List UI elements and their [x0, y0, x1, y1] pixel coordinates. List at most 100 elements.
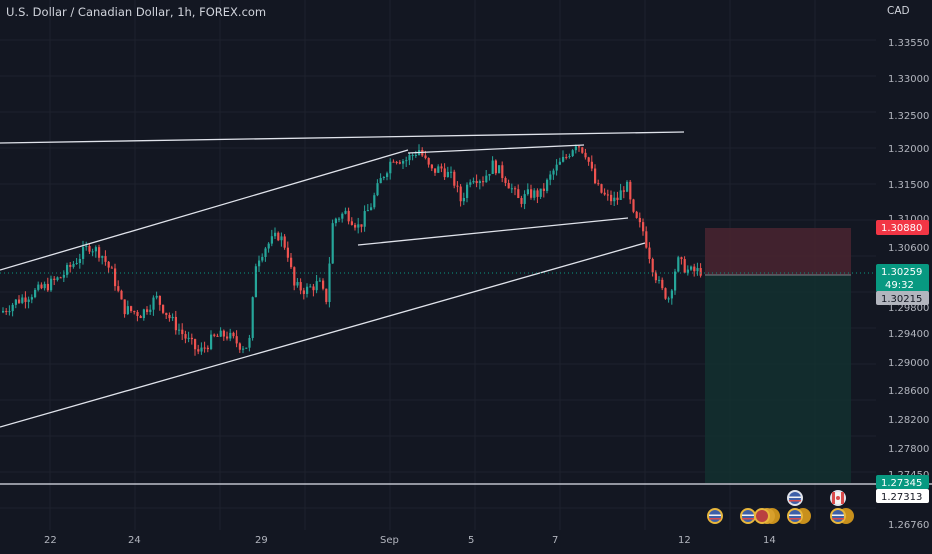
event-stack-icon[interactable] — [754, 508, 780, 524]
candle-body — [334, 218, 337, 224]
candle-body — [430, 164, 433, 169]
candle-body — [456, 185, 459, 187]
price-tick-label: 1.27800 — [888, 444, 929, 455]
candle-body — [501, 165, 504, 179]
candle-body — [242, 348, 245, 350]
candle-body — [658, 279, 661, 281]
candle-body — [219, 330, 222, 337]
time-tick-label: 5 — [468, 535, 474, 546]
candle-body — [398, 162, 401, 164]
candle-body — [341, 213, 344, 219]
candle-body — [43, 283, 46, 289]
price-axis-labels: 1.30880 1.30259 49:32 1.30215 1.27345 1.… — [876, 220, 929, 503]
candle-body — [293, 267, 296, 286]
upper-resistance-line[interactable] — [0, 131, 685, 144]
candle-body — [34, 289, 37, 298]
candle-body — [469, 182, 472, 185]
candle-body — [347, 210, 350, 222]
stop-loss-zone[interactable] — [705, 228, 851, 275]
candle-body — [382, 176, 385, 179]
candle-body — [178, 329, 181, 331]
candle-body — [94, 247, 97, 252]
stop-loss-label-box — [876, 220, 929, 235]
economic-events[interactable] — [707, 490, 854, 524]
candle-body — [616, 197, 619, 200]
trend-lines[interactable] — [0, 131, 932, 485]
candle-body — [114, 268, 117, 287]
candle-body — [645, 231, 648, 248]
candle-body — [405, 160, 408, 162]
us-flag-icon[interactable] — [740, 508, 756, 524]
candle-body — [584, 152, 587, 158]
candle-body — [210, 334, 213, 350]
candle-body — [331, 223, 334, 264]
price-tick-label: 1.31500 — [888, 180, 929, 191]
take-profit-zone[interactable] — [705, 275, 851, 483]
candlestick-series — [2, 144, 702, 356]
candle-body — [126, 306, 129, 315]
short-position-tool[interactable] — [705, 228, 851, 483]
candle-body — [174, 316, 177, 331]
candle-body — [510, 188, 513, 190]
us-flag-icon[interactable] — [707, 508, 723, 524]
candle-body — [222, 330, 225, 337]
candle-body — [50, 278, 53, 291]
candle-body — [190, 337, 193, 340]
candle-body — [194, 339, 197, 350]
candle-body — [485, 175, 488, 183]
candle-body — [542, 188, 545, 191]
candle-body — [270, 236, 273, 244]
time-axis[interactable]: 22 24 29 Sep 5 7 12 14 — [44, 535, 776, 546]
candle-body — [651, 258, 654, 273]
candle-body — [581, 147, 584, 153]
candle-body — [40, 284, 43, 289]
candle-body — [302, 290, 305, 294]
candle-body — [504, 178, 507, 183]
candle-body — [667, 298, 670, 300]
candle-body — [552, 170, 555, 175]
candle-body — [171, 316, 174, 319]
us-flag-icon[interactable] — [787, 508, 811, 524]
candle-body — [216, 335, 219, 337]
candle-body — [696, 268, 699, 272]
candle-body — [206, 347, 209, 350]
candle-body — [133, 311, 136, 313]
candle-body — [123, 299, 126, 315]
candle-body — [402, 161, 405, 164]
candle-body — [155, 295, 158, 298]
us-flag-icon[interactable] — [787, 490, 803, 506]
us-flag-icon[interactable] — [830, 508, 854, 524]
channel-lower-line[interactable] — [0, 242, 646, 428]
candle-body — [520, 198, 523, 204]
candle-body — [69, 264, 72, 267]
candle-body — [226, 336, 229, 339]
flag-lower-line[interactable] — [357, 217, 629, 246]
candle-body — [626, 181, 629, 192]
candle-body — [149, 309, 152, 312]
candle-body — [386, 173, 389, 177]
candle-body — [670, 290, 673, 299]
candle-countdown-label: 49:32 — [885, 280, 914, 291]
flag-upper-line[interactable] — [407, 144, 585, 154]
candle-body — [555, 164, 558, 171]
candle-body — [491, 160, 494, 174]
candle-body — [309, 286, 312, 288]
candle-body — [357, 224, 360, 228]
current-price-label-box — [876, 264, 929, 292]
canada-flag-icon[interactable] — [830, 490, 846, 506]
candle-body — [187, 337, 190, 339]
candle-body — [248, 337, 251, 348]
candle-body — [274, 232, 277, 237]
symbol-title[interactable]: U.S. Dollar / Canadian Dollar, 1h, FOREX… — [6, 5, 267, 19]
candle-body — [299, 282, 302, 291]
candle-body — [46, 283, 49, 291]
candle-body — [267, 243, 270, 249]
candle-body — [440, 166, 443, 169]
price-tick-label: 1.29800 — [888, 303, 929, 314]
take-profit-price-label: 1.27345 — [881, 478, 922, 489]
candle-body — [158, 295, 161, 305]
channel-upper-line[interactable] — [0, 149, 409, 271]
candle-body — [395, 161, 398, 163]
